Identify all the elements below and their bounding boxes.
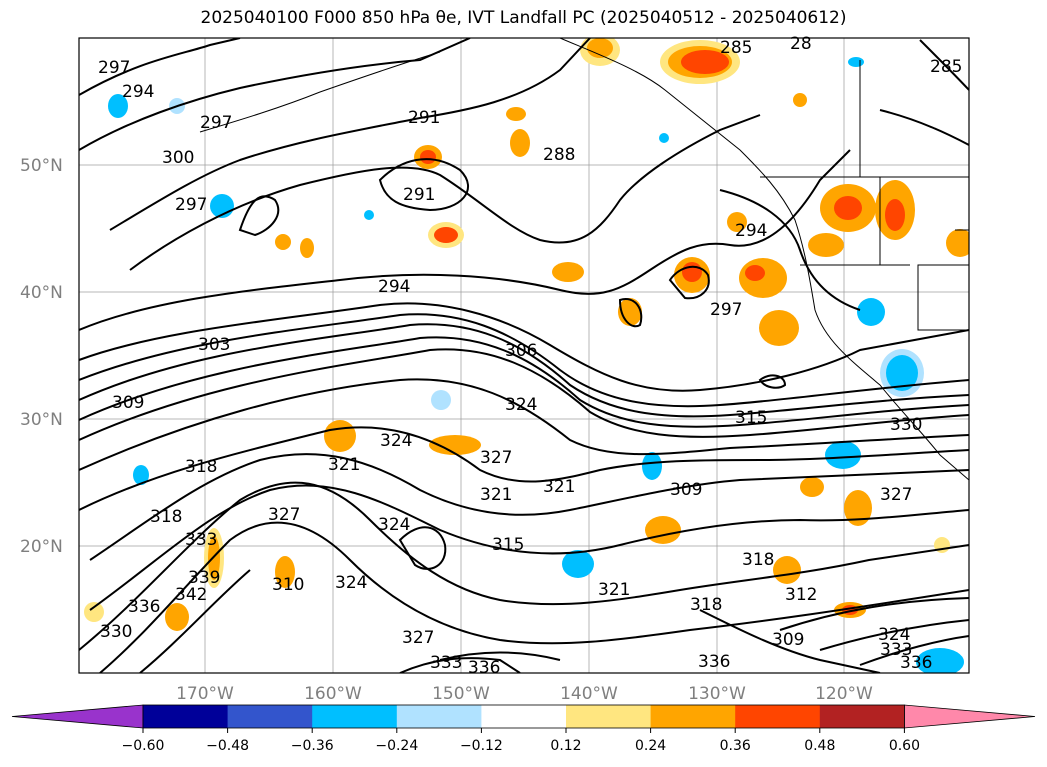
- contour-label: 28: [790, 34, 812, 54]
- colorbar-tick-label: 0.60: [889, 738, 920, 754]
- contour-label: 297: [175, 195, 207, 215]
- contour-label: 327: [880, 485, 912, 505]
- contour-label: 318: [742, 550, 774, 570]
- lon-label: 150°W: [432, 684, 490, 704]
- contour-label: 324: [378, 515, 410, 535]
- colorbar-segment: [819, 705, 905, 728]
- contour-label: 324: [380, 431, 412, 451]
- contour-label: 285: [720, 38, 752, 58]
- contour-label: 306: [505, 341, 537, 361]
- contour-label: 288: [543, 145, 575, 165]
- map-title: 2025040100 F000 850 hPa θe, IVT Landfall…: [200, 8, 847, 28]
- positive-pc-shading: [84, 38, 969, 631]
- contour-label: 324: [335, 573, 367, 593]
- colorbar-tick-label: −0.48: [206, 738, 249, 754]
- contour-label: 330: [100, 622, 132, 642]
- contour-label: 291: [408, 108, 440, 128]
- lon-label: 120°W: [815, 684, 873, 704]
- colorbar-frame: [142, 704, 905, 729]
- contour-label: 327: [268, 505, 300, 525]
- colorbar-extend-low: [11, 704, 144, 729]
- contour-label: 324: [878, 625, 910, 645]
- colorbar-extend-high: [904, 704, 1036, 729]
- lat-label: 30°N: [20, 410, 63, 430]
- contour-label: 309: [112, 393, 144, 413]
- contour-label: 333: [880, 640, 912, 660]
- colorbar-tick-label: 0.12: [550, 738, 581, 754]
- contour-label: 310: [272, 575, 304, 595]
- contour-label: 327: [480, 448, 512, 468]
- contour-label: 333: [430, 653, 462, 673]
- colorbar-tick-label: 0.36: [720, 738, 751, 754]
- colorbar: −0.60 −0.48 −0.36 −0.24 −0.12 0.12 0.24 0.36 0.4…: [11, 704, 1036, 754]
- contour-label: 339: [188, 568, 220, 588]
- lon-label: 160°W: [304, 684, 362, 704]
- coastlines: [199, 38, 969, 481]
- contour-label: 315: [492, 535, 524, 555]
- lon-label: 130°W: [688, 684, 746, 704]
- contour-label: 294: [122, 82, 154, 102]
- theta-e-contours: [79, 38, 969, 673]
- longitude-labels: 170°W 160°W 150°W 140°W 130°W 120°W: [176, 684, 873, 704]
- contour-label: 309: [670, 480, 702, 500]
- contour-label: 324: [505, 395, 537, 415]
- latitude-labels: 50°N 40°N 30°N 20°N: [20, 156, 63, 557]
- contour-label: 318: [185, 457, 217, 477]
- contour-label: 330: [890, 415, 922, 435]
- colorbar-tick-label: −0.60: [122, 738, 165, 754]
- contour-label: 321: [598, 580, 630, 600]
- colorbar-segment: [566, 705, 652, 728]
- contour-label: 300: [162, 148, 194, 168]
- colorbar-segment: [312, 705, 398, 728]
- contour-label: 312: [785, 585, 817, 605]
- colorbar-segment: [481, 705, 567, 728]
- contour-label: 303: [198, 335, 230, 355]
- colorbar-tick-label: 0.24: [635, 738, 666, 754]
- lon-label: 140°W: [560, 684, 618, 704]
- contour-label: 321: [480, 485, 512, 505]
- contour-label: 315: [735, 408, 767, 428]
- contour-label: 285: [930, 57, 962, 77]
- colorbar-segment: [227, 705, 313, 728]
- colorbar-segment: [143, 705, 229, 728]
- contour-label: 294: [378, 277, 410, 297]
- contour-label: 297: [710, 300, 742, 320]
- map-frame: [78, 37, 970, 674]
- contour-label: 318: [150, 507, 182, 527]
- contour-label: 297: [98, 58, 130, 78]
- contour-label: 336: [468, 658, 500, 678]
- contour-label: 309: [772, 630, 804, 650]
- contour-label: 321: [328, 455, 360, 475]
- contour-label: 336: [698, 652, 730, 672]
- contour-label: 291: [403, 185, 435, 205]
- colorbar-segment: [396, 705, 482, 728]
- colorbar-tick-label: −0.36: [291, 738, 334, 754]
- contour-label: 318: [690, 595, 722, 615]
- contour-label: 333: [185, 530, 217, 550]
- contour-label: 342: [175, 585, 207, 605]
- lat-label: 40°N: [20, 283, 63, 303]
- colorbar-tick-label: −0.12: [460, 738, 503, 754]
- lon-label: 170°W: [176, 684, 234, 704]
- contour-label: 336: [128, 597, 160, 617]
- map-content: [79, 38, 969, 673]
- contour-label: 294: [735, 221, 767, 241]
- lat-label: 50°N: [20, 156, 63, 176]
- colorbar-tick-label: −0.24: [375, 738, 418, 754]
- contour-label: 321: [543, 477, 575, 497]
- colorbar-segment: [735, 705, 821, 728]
- colorbar-tick-label: 0.48: [804, 738, 835, 754]
- contour-label: 336: [900, 653, 932, 673]
- contour-label: 327: [402, 628, 434, 648]
- contour-label: 297: [200, 113, 232, 133]
- lat-label: 20°N: [20, 537, 63, 557]
- colorbar-segment: [650, 705, 736, 728]
